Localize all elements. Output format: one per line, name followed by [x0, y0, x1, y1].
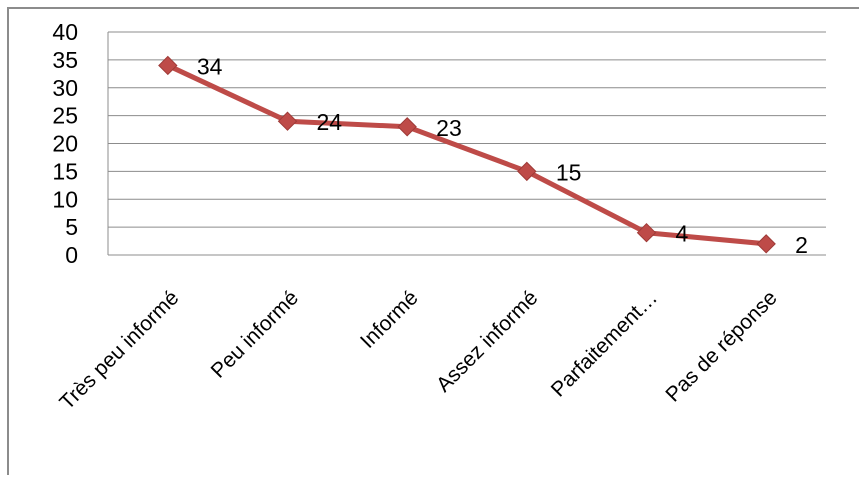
data-point-marker — [517, 161, 537, 182]
y-tick-label: 25 — [52, 103, 78, 129]
axes — [107, 32, 826, 256]
x-tick-label: Informé — [356, 286, 423, 353]
x-tick-label: Parfaitement… — [547, 286, 662, 401]
x-axis-ticks: Très peu informé Peu informé Informé Assez … — [55, 286, 781, 414]
data-point-marker — [277, 111, 298, 131]
data-label: 24 — [317, 109, 343, 135]
data-label: 34 — [197, 53, 223, 79]
y-tick-label: 20 — [52, 131, 78, 157]
x-tick-label: Pas de réponse — [661, 286, 781, 406]
data-point-marker — [397, 117, 417, 137]
data-label: 2 — [795, 232, 808, 258]
data-label: 23 — [436, 115, 462, 141]
y-tick-label: 0 — [65, 242, 78, 268]
data-labels: 34 24 23 15 4 2 — [197, 53, 808, 257]
data-label: 4 — [676, 221, 689, 247]
data-point-marker — [158, 55, 178, 76]
data-point-marker — [756, 234, 776, 254]
y-tick-label: 5 — [65, 214, 78, 240]
y-tick-label: 30 — [52, 75, 78, 101]
x-tick-label: Très peu informé — [55, 286, 183, 414]
data-label: 15 — [556, 159, 582, 185]
x-tick-label: Assez informé — [432, 286, 542, 396]
y-tick-label: 15 — [52, 158, 78, 184]
y-tick-label: 35 — [52, 47, 78, 73]
gridlines — [108, 31, 826, 228]
series-line — [165, 62, 769, 247]
series-line-group — [165, 62, 769, 247]
data-point-marker — [636, 222, 657, 243]
x-tick-label: Peu informé — [207, 286, 303, 382]
y-tick-label: 40 — [52, 19, 78, 45]
y-tick-label: 10 — [52, 186, 78, 212]
markers — [158, 55, 776, 254]
